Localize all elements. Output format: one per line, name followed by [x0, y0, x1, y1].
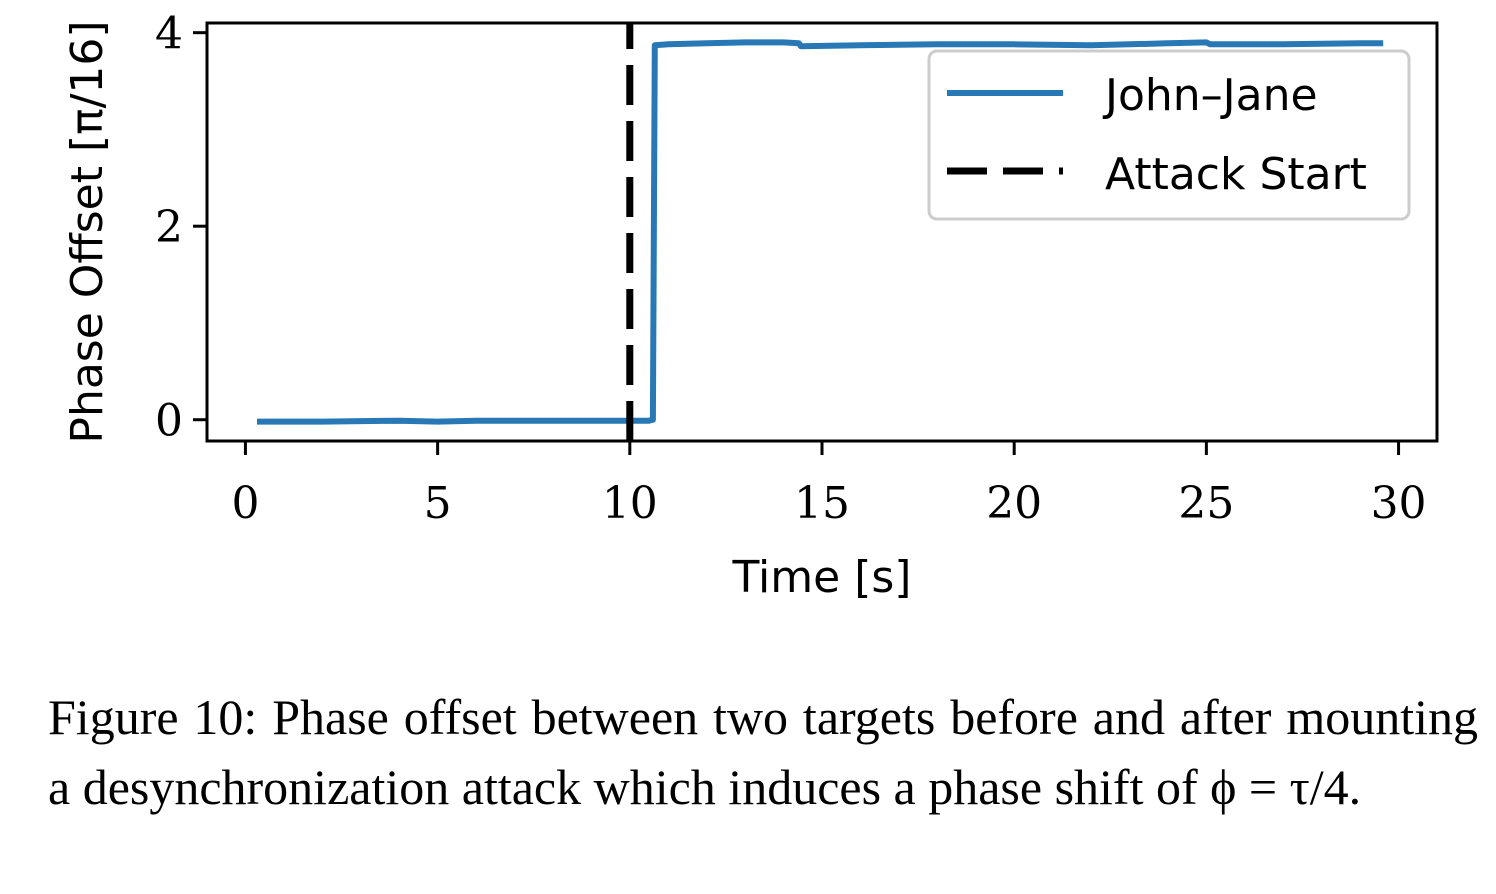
x-tick-label: 30	[1371, 478, 1427, 529]
legend: John–Jane Attack Start	[927, 49, 1411, 221]
y-axis-label: Phase Offset [π/16]	[62, 20, 113, 443]
x-tick-label: 15	[794, 478, 850, 529]
x-tick-label: 5	[424, 478, 452, 529]
plot-area	[257, 23, 1384, 441]
axes-frame	[205, 21, 1439, 443]
x-axis-ticks: 0 5 10 15 20 25 30	[231, 441, 1427, 529]
y-tick-label: 4	[155, 9, 183, 60]
x-tick-label: 10	[602, 478, 658, 529]
y-tick-label: 0	[155, 396, 183, 447]
phase-offset-chart: 0 5 10 15 20 25 30 0 2 4 Time [s] Phase Offset […	[62, 9, 1439, 603]
x-tick-label: 25	[1178, 478, 1234, 529]
x-tick-label: 20	[986, 478, 1042, 529]
figure-caption: Figure 10: Phase offset between two targ…	[48, 689, 1478, 815]
series-line-0	[257, 39, 1384, 425]
legend-label-attack-start: Attack Start	[1105, 149, 1367, 200]
x-tick-label: 0	[231, 478, 259, 529]
y-axis-ticks: 0 2 4	[155, 9, 207, 447]
legend-label-john-jane: John–Jane	[1102, 70, 1318, 121]
x-axis-label: Time [s]	[732, 552, 912, 603]
y-tick-label: 2	[155, 202, 183, 253]
